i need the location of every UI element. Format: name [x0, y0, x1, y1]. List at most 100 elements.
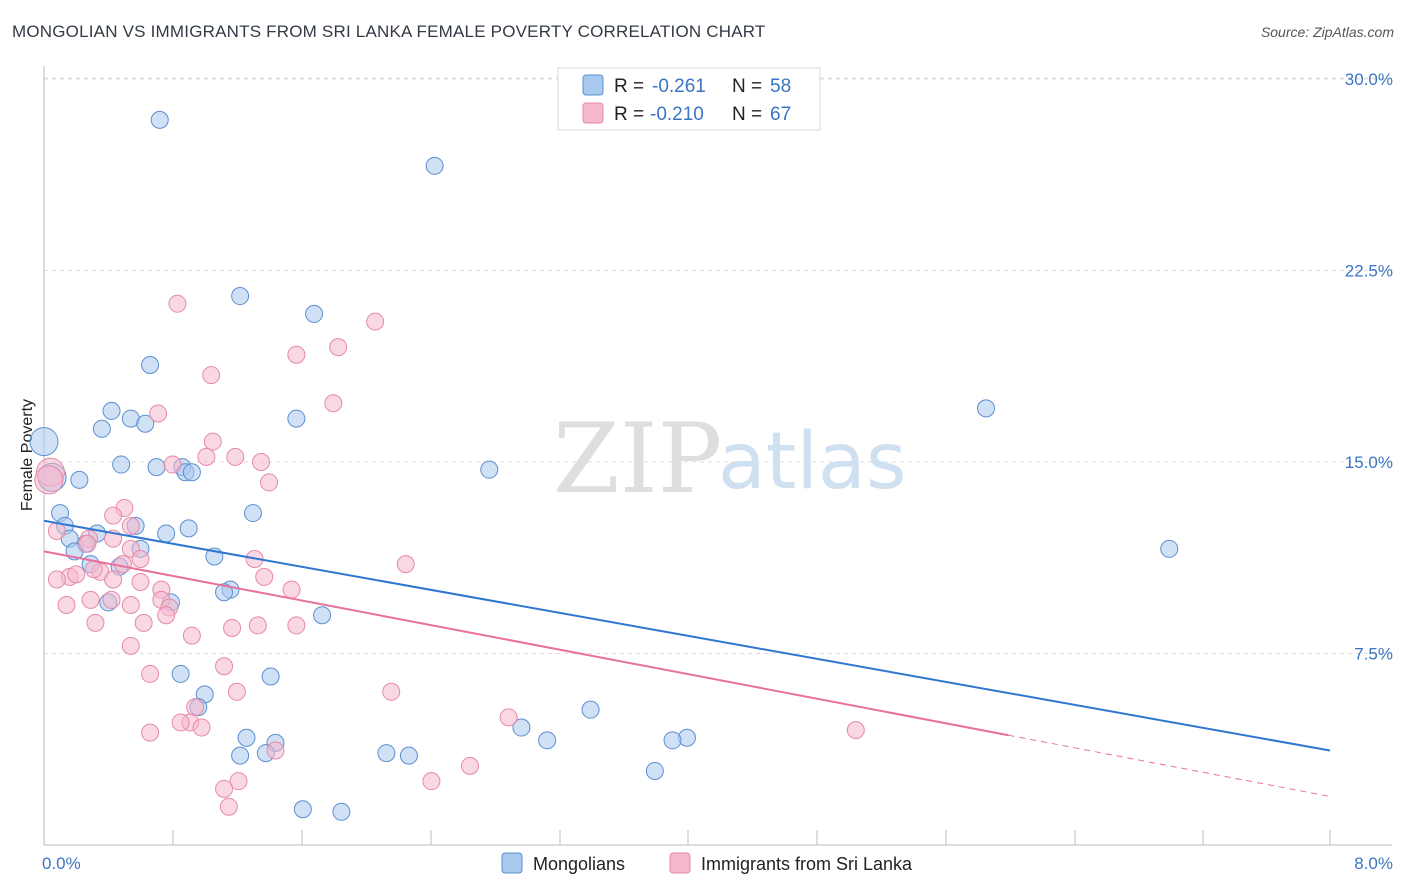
point-mongolians — [512, 718, 531, 737]
point-srilanka — [104, 506, 123, 525]
point-mongolians — [112, 455, 131, 474]
point-mongolians — [102, 401, 121, 420]
point-srilanka — [197, 447, 216, 466]
point-srilanka — [266, 741, 285, 760]
point-srilanka — [47, 570, 66, 589]
point-srilanka — [168, 294, 187, 313]
point-mongolians — [976, 399, 995, 418]
chart-title: MONGOLIAN VS IMMIGRANTS FROM SRI LANKA F… — [12, 22, 766, 41]
point-srilanka — [255, 567, 274, 586]
point-srilanka — [215, 779, 234, 798]
point-mongolians — [237, 728, 256, 747]
point-srilanka — [260, 473, 279, 492]
trend-line-srilanka — [43, 550, 1009, 737]
stats-n-label: N = — [732, 104, 762, 125]
stats-n-value: 58 — [770, 76, 791, 97]
stats-swatch-mongolians — [582, 74, 604, 96]
gridlines — [44, 77, 1392, 654]
stats-r-value: -0.210 — [650, 104, 704, 125]
data-points — [29, 110, 1179, 821]
stats-n-value: 67 — [770, 104, 791, 125]
point-mongolians — [231, 287, 250, 306]
y-tick-label: 30.0% — [1345, 70, 1393, 89]
point-srilanka — [227, 682, 246, 701]
point-mongolians — [147, 458, 166, 477]
point-mongolians — [581, 700, 600, 719]
point-srilanka — [329, 338, 348, 357]
point-srilanka — [324, 394, 343, 413]
point-mongolians — [261, 667, 280, 686]
point-mongolians — [141, 355, 160, 374]
x-tick-label: 0.0% — [42, 854, 81, 873]
point-srilanka — [121, 595, 140, 614]
tick-labels: 7.5% 15.0% 22.5% 30.0% 0.0% 8.0% — [42, 70, 1393, 873]
point-srilanka — [366, 312, 385, 331]
stats-r-label: R = — [614, 76, 644, 97]
point-mongolians — [150, 110, 169, 129]
point-mongolians — [663, 731, 682, 750]
point-srilanka — [422, 772, 441, 791]
point-srilanka — [134, 613, 153, 632]
point-mongolians — [171, 664, 190, 683]
point-mongolians — [399, 746, 418, 765]
point-srilanka — [131, 573, 150, 592]
stats-r-value: -0.261 — [652, 76, 706, 97]
point-mongolians — [136, 414, 155, 433]
point-mongolians — [425, 156, 444, 175]
y-tick-label: 15.0% — [1345, 453, 1393, 472]
point-srilanka — [499, 708, 518, 727]
legend-label-srilanka: Immigrants from Sri Lanka — [701, 854, 913, 874]
point-srilanka — [131, 550, 150, 569]
point-srilanka — [287, 345, 306, 364]
point-srilanka — [121, 516, 140, 535]
point-srilanka — [34, 465, 64, 495]
series-legend: Mongolians Immigrants from Sri Lanka — [501, 852, 913, 874]
point-mongolians — [243, 504, 262, 523]
point-mongolians — [157, 524, 176, 543]
legend-swatch-mongolians — [501, 852, 523, 874]
point-srilanka — [287, 616, 306, 635]
point-srilanka — [252, 453, 271, 471]
point-srilanka — [248, 616, 267, 635]
legend-label-mongolians: Mongolians — [533, 854, 625, 874]
point-mongolians — [538, 731, 557, 750]
point-srilanka — [215, 657, 234, 676]
point-srilanka — [226, 447, 245, 466]
point-srilanka — [67, 565, 86, 584]
point-srilanka — [182, 626, 201, 645]
legend-swatch-srilanka — [669, 852, 691, 874]
point-srilanka — [186, 698, 205, 717]
point-srilanka — [141, 723, 160, 742]
chart-source: Source: ZipAtlas.com — [1260, 24, 1394, 40]
point-mongolians — [332, 802, 351, 821]
point-srilanka — [163, 455, 182, 474]
point-mongolians — [480, 460, 499, 479]
point-mongolians — [293, 800, 312, 819]
y-tick-label: 7.5% — [1354, 645, 1393, 664]
point-mongolians — [287, 409, 306, 428]
point-mongolians — [313, 606, 332, 625]
point-mongolians — [179, 519, 198, 538]
point-mongolians — [215, 583, 234, 602]
point-srilanka — [223, 618, 242, 637]
point-mongolians — [305, 304, 324, 323]
point-mongolians — [182, 463, 201, 482]
trend-line-srilanka-extension — [1008, 734, 1331, 797]
stats-swatch-srilanka — [582, 102, 604, 124]
point-srilanka — [84, 560, 103, 579]
point-srilanka — [282, 580, 301, 599]
point-mongolians — [92, 419, 111, 438]
watermark: ZIP atlas — [553, 403, 907, 515]
point-srilanka — [157, 606, 176, 625]
point-srilanka — [846, 721, 865, 740]
point-srilanka — [219, 797, 238, 816]
y-tick-label: 22.5% — [1345, 262, 1393, 281]
point-srilanka — [104, 570, 123, 589]
watermark-zip: ZIP — [553, 403, 722, 515]
point-srilanka — [192, 718, 211, 737]
point-mongolians — [231, 746, 250, 765]
point-mongolians — [1160, 539, 1179, 558]
trend-lines — [43, 519, 1331, 797]
point-srilanka — [396, 555, 415, 574]
